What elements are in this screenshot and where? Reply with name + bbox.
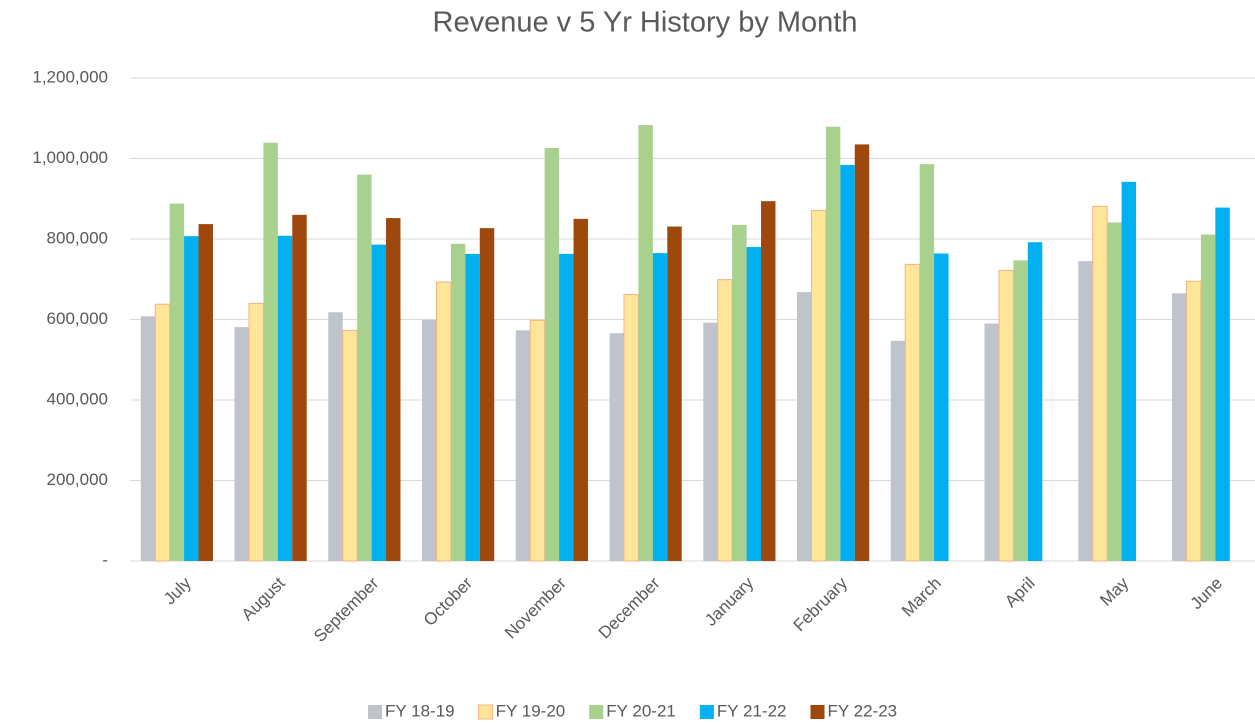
bar [998, 269, 1014, 562]
bar [1092, 205, 1108, 562]
y-tick-label: 1,200,000 [32, 67, 108, 86]
bar [140, 316, 156, 561]
bar [169, 203, 185, 561]
bar [435, 281, 452, 562]
y-tick-label: 800,000 [47, 228, 108, 247]
bar [1121, 181, 1137, 561]
x-tick-label: January [701, 573, 758, 630]
legend-label: FY 21-22 [717, 701, 787, 720]
bar [732, 224, 747, 561]
y-tick-label: 400,000 [47, 389, 108, 408]
bar [263, 142, 278, 562]
bar [854, 144, 870, 561]
x-tick-label: August [238, 573, 289, 624]
x-tick-label: April [1001, 574, 1038, 611]
bar [479, 228, 495, 561]
bar [810, 209, 827, 562]
bar [890, 340, 906, 561]
bar [292, 214, 307, 561]
bar [357, 174, 372, 561]
bar [825, 126, 841, 561]
bar [544, 148, 560, 561]
bar [515, 330, 531, 561]
x-tick-label: September [310, 573, 382, 645]
bar [371, 244, 387, 561]
chart-title: Revenue v 5 Yr History by Month [433, 7, 858, 39]
bar [797, 292, 812, 561]
bar [1107, 222, 1122, 561]
bar [450, 243, 466, 561]
x-tick-label: December [595, 573, 664, 642]
legend-swatch [478, 704, 494, 720]
bar [422, 319, 437, 561]
bar [934, 253, 949, 562]
bar [1215, 207, 1230, 562]
x-tick-label: March [898, 574, 945, 621]
bar [1078, 261, 1093, 561]
bar [1172, 293, 1187, 561]
bar [154, 303, 171, 562]
bar [919, 164, 935, 561]
legend-swatch [589, 705, 604, 719]
x-tick-label: May [1096, 573, 1132, 609]
bar [652, 253, 668, 561]
y-tick-label: 200,000 [47, 470, 108, 489]
x-tick-label: June [1187, 574, 1227, 614]
bar [609, 333, 624, 561]
bar [248, 302, 264, 562]
legend-swatch [368, 705, 382, 719]
bar [342, 329, 358, 562]
bar [1200, 234, 1216, 561]
legend-label: FY 18-19 [385, 701, 455, 720]
bar [277, 235, 293, 561]
legend-label: FY 20-21 [606, 701, 676, 720]
bar [465, 253, 480, 561]
bar [559, 253, 574, 561]
bar [623, 294, 639, 562]
bar [184, 236, 199, 561]
bar [234, 327, 249, 561]
y-tick-label: 600,000 [47, 309, 108, 328]
bar [703, 322, 718, 561]
bar [667, 226, 682, 561]
x-tick-label: November [501, 573, 570, 642]
bar [761, 201, 776, 562]
y-tick-label: 1,000,000 [32, 148, 108, 167]
legend-label: FY 22-23 [828, 701, 898, 720]
bar [840, 164, 855, 561]
legend-label: FY 19-20 [496, 701, 566, 720]
bar [717, 279, 733, 562]
bar [328, 312, 343, 561]
bar [1027, 242, 1043, 561]
x-tick-label: October [420, 573, 476, 629]
y-tick-label: - [102, 550, 108, 569]
bar [529, 319, 546, 562]
bar [198, 224, 213, 562]
legend-swatch [699, 705, 714, 719]
x-tick-label: July [160, 573, 195, 608]
bar [573, 218, 588, 561]
legend-swatch [810, 705, 825, 719]
bar [984, 323, 999, 561]
bar [1185, 280, 1202, 562]
x-tick-label: February [790, 573, 852, 635]
bar [638, 125, 653, 561]
bar [904, 263, 921, 562]
bar [746, 247, 762, 562]
bar [1013, 260, 1028, 561]
bar [386, 218, 401, 561]
